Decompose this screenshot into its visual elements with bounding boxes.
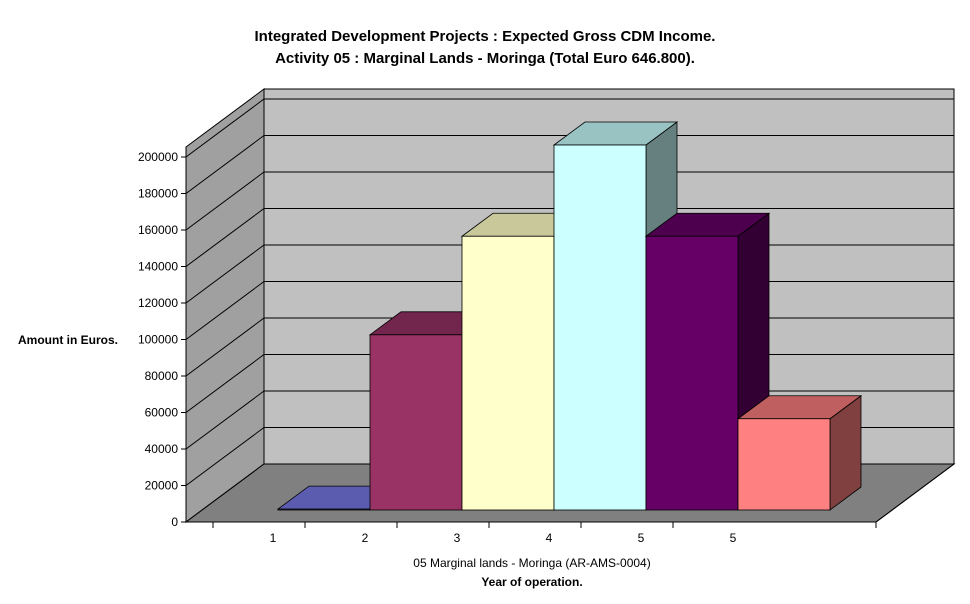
axes [181,156,955,528]
bar-front [645,235,739,511]
y-tick-label: 0 [171,515,178,529]
y-tick-label: 60000 [145,406,179,420]
bar-front [553,144,647,511]
gridline [185,208,954,267]
gridline [185,171,954,231]
y-tick-label: 200000 [138,150,178,164]
y-tick-label: 180000 [138,187,178,201]
gridline [185,135,954,194]
y-tick-label: 40000 [145,442,179,456]
bar-front [369,334,463,511]
chart-subtitle: Activity 05 : Marginal Lands - Moringa (… [275,50,695,67]
x-tick-label: 2 [362,531,369,545]
x-axis-label: Year of operation. [481,575,583,589]
x-tick-label: 1 [270,531,277,545]
y-tick-label: 120000 [138,296,178,310]
y-tick-label: 160000 [138,223,178,237]
tick-labels: 0 20000 40000 60000 80000 100000 120000 140000 1… [138,150,737,545]
bar-front [277,508,371,511]
y-axis-label: Amount in Euros. [18,333,118,347]
x-tick-label: 3 [454,531,461,545]
x-tick-label: 5 [730,531,737,545]
y-tick-label: 80000 [145,369,179,383]
chart-title: Integrated Development Projects : Expect… [254,28,716,45]
x-tick-label: 5 [638,531,645,545]
bar-front [737,418,831,511]
y-tick-label: 100000 [138,333,178,347]
x-axis-sublabel: 05 Marginal lands - Moringa (AR-AMS-0004… [413,556,651,570]
bar-front [461,235,555,511]
gridline [185,98,954,158]
x-tick-label: 4 [546,531,553,545]
y-tick-label: 20000 [145,479,179,493]
y-tick-label: 140000 [138,260,178,274]
x-axis-depth [875,463,955,523]
bars [276,121,863,511]
bar-6 [736,394,863,511]
